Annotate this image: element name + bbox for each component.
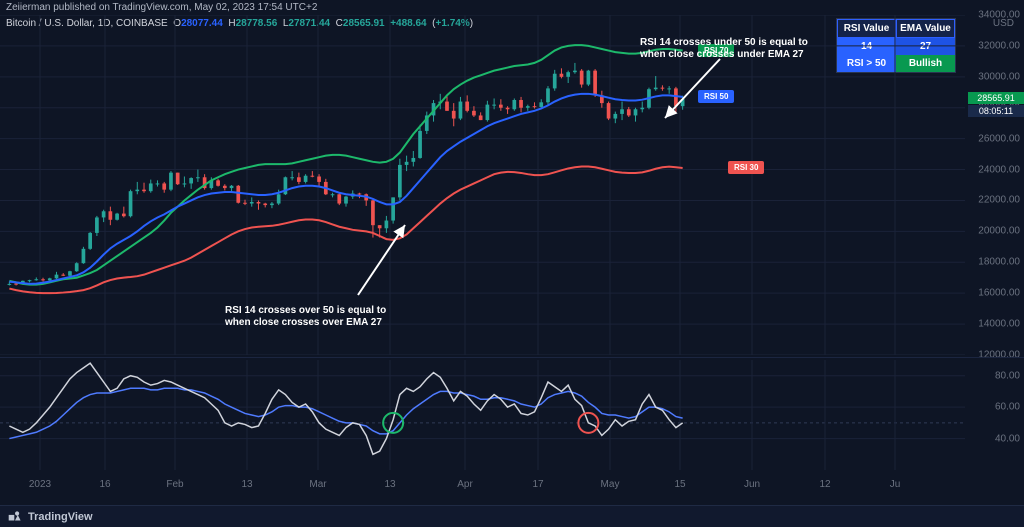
date-tick: Ju [890,479,901,490]
date-tick: 17 [532,479,543,490]
date-tick: Mar [309,479,326,490]
footer-brand: TradingView [0,505,1024,527]
publish-info: Zeiierman published on TradingView.com, … [6,2,317,13]
date-tick: 12 [819,479,830,490]
date-tick: 13 [384,479,395,490]
date-tick: 13 [241,479,252,490]
rsi-subchart[interactable] [0,360,965,470]
date-tick: Feb [166,479,183,490]
date-tick: 16 [99,479,110,490]
date-tick: 2023 [29,479,51,490]
annotation-cross-over: RSI 14 crosses over 50 is equal to when … [225,305,386,329]
date-tick: 15 [674,479,685,490]
date-axis: 2023 16 Feb 13 Mar 13 Apr 17 May 15 Jun 12 Ju [0,475,965,497]
countdown-tag: 08:05:11 [968,105,1024,117]
tradingview-icon [8,510,22,524]
rsi30-label: RSI 30 [728,161,764,174]
pane-separator [0,357,1024,358]
rsi-axis: 40.0060.0080.00 [966,360,1024,470]
annotation-cross-under: RSI 14 crosses under 50 is equal to when… [640,37,808,61]
price-axis: 12000.0014000.0016000.0018000.0020000.00… [966,15,1024,355]
rsi50-label: RSI 50 [698,90,734,103]
price-tag: 28565.91 [968,92,1024,104]
main-price-chart[interactable]: RSI 70 RSI 50 RSI 30 RSI 14 crosses unde… [0,15,965,355]
date-tick: Jun [744,479,760,490]
date-tick: Apr [457,479,473,490]
date-tick: May [601,479,620,490]
